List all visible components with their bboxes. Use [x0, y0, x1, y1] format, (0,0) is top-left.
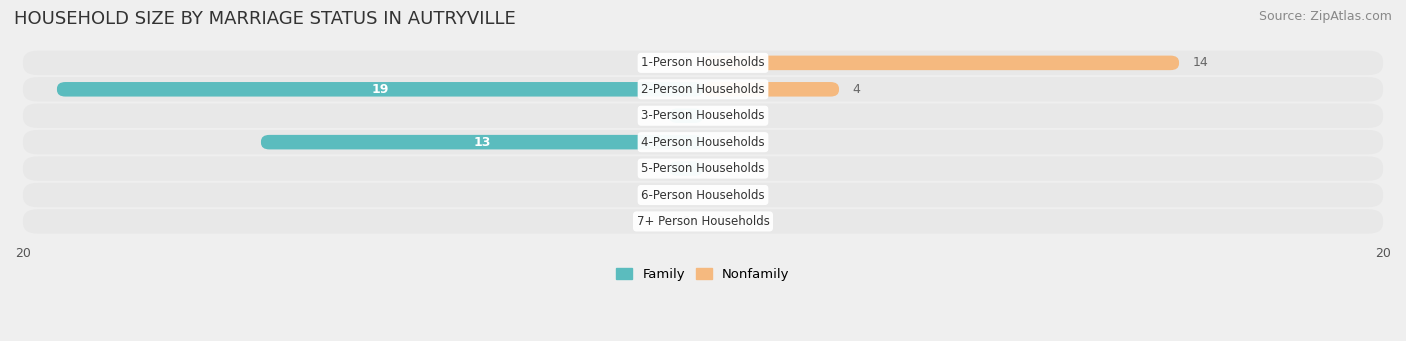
Legend: Family, Nonfamily: Family, Nonfamily — [612, 263, 794, 286]
FancyBboxPatch shape — [703, 82, 839, 97]
FancyBboxPatch shape — [22, 51, 1384, 75]
FancyBboxPatch shape — [22, 77, 1384, 102]
FancyBboxPatch shape — [22, 104, 1384, 128]
Text: 0: 0 — [717, 162, 724, 175]
Text: 2-Person Households: 2-Person Households — [641, 83, 765, 96]
Text: 14: 14 — [1192, 56, 1208, 69]
Text: HOUSEHOLD SIZE BY MARRIAGE STATUS IN AUTRYVILLE: HOUSEHOLD SIZE BY MARRIAGE STATUS IN AUT… — [14, 10, 516, 28]
Text: 0: 0 — [717, 136, 724, 149]
Text: 13: 13 — [474, 136, 491, 149]
Text: 1: 1 — [682, 162, 690, 175]
FancyBboxPatch shape — [669, 108, 703, 123]
Text: 1: 1 — [682, 109, 690, 122]
FancyBboxPatch shape — [262, 135, 703, 149]
Text: 1-Person Households: 1-Person Households — [641, 56, 765, 69]
Text: 5-Person Households: 5-Person Households — [641, 162, 765, 175]
FancyBboxPatch shape — [22, 183, 1384, 207]
Text: 4: 4 — [852, 83, 860, 96]
Text: 0: 0 — [717, 109, 724, 122]
Text: 6-Person Households: 6-Person Households — [641, 189, 765, 202]
FancyBboxPatch shape — [703, 56, 1180, 70]
Text: 0: 0 — [682, 189, 689, 202]
Text: 0: 0 — [682, 56, 689, 69]
FancyBboxPatch shape — [669, 161, 703, 176]
Text: 3-Person Households: 3-Person Households — [641, 109, 765, 122]
FancyBboxPatch shape — [22, 157, 1384, 181]
Text: 4-Person Households: 4-Person Households — [641, 136, 765, 149]
Text: 7+ Person Households: 7+ Person Households — [637, 215, 769, 228]
FancyBboxPatch shape — [22, 209, 1384, 234]
Text: 19: 19 — [371, 83, 388, 96]
Text: 0: 0 — [717, 189, 724, 202]
FancyBboxPatch shape — [22, 130, 1384, 154]
Text: Source: ZipAtlas.com: Source: ZipAtlas.com — [1258, 10, 1392, 23]
Text: 0: 0 — [682, 215, 689, 228]
Text: 0: 0 — [717, 215, 724, 228]
FancyBboxPatch shape — [56, 82, 703, 97]
